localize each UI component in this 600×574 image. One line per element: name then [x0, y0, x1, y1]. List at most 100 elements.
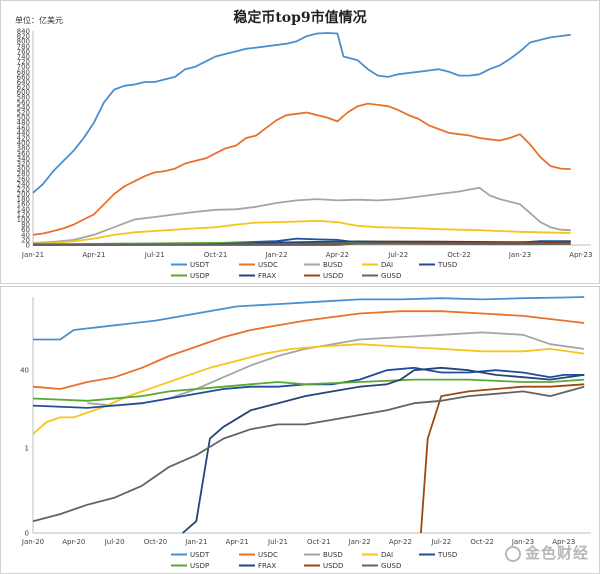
- y-tick-label: 160: [17, 201, 30, 209]
- y-tick-label: 0: [26, 242, 30, 250]
- series-line-usdt: [33, 296, 585, 341]
- y-tick-label: 780: [17, 43, 30, 51]
- y-tick-label: 420: [17, 135, 30, 143]
- x-tick-label: Jan-21: [184, 538, 207, 546]
- series-line-usdt: [32, 32, 571, 194]
- y-tick-label: 500: [17, 114, 30, 122]
- y-tick-label: 200: [17, 191, 30, 199]
- y-tick-label: 820: [17, 33, 30, 41]
- y-tick-label: 120: [17, 211, 30, 219]
- x-tick-label: Apr-20: [62, 538, 85, 546]
- series-line-usdp: [32, 378, 585, 402]
- legend-label-usdp: USDP: [190, 562, 209, 570]
- x-tick-label: Apr-23: [569, 251, 592, 259]
- x-tick-label: Apr-22: [326, 251, 349, 259]
- top-chart-panel: 稳定币top9市值情况 单位：亿美元 0 20 40 60 80 100 120 140 160…: [0, 0, 600, 284]
- x-tick-label: Oct-21: [307, 538, 331, 546]
- y-tick-label: 1: [25, 445, 29, 453]
- y-tick-label: 480: [17, 119, 30, 127]
- y-tick-label: 400: [17, 140, 30, 148]
- legend-label-usdt: USDT: [190, 551, 210, 559]
- y-tick-label: 380: [17, 145, 30, 153]
- x-tick-label: Apr-23: [552, 538, 575, 546]
- x-tick-label: Apr-21: [82, 251, 105, 259]
- series-line-busd: [87, 331, 585, 407]
- y-tick-label: 140: [17, 206, 30, 214]
- series-line-usdc: [32, 310, 585, 390]
- y-tick-label: 300: [17, 165, 30, 173]
- watermark-text: 金色财经: [524, 544, 589, 562]
- y-tick-label: 640: [17, 78, 30, 86]
- y-tick-label: 260: [17, 175, 30, 183]
- legend-label-dai: DAI: [381, 261, 393, 269]
- x-tick-label: Apr-22: [389, 538, 412, 546]
- legend-label-usdp: USDP: [190, 272, 209, 280]
- y-tick-label: 460: [17, 124, 30, 132]
- y-tick-label: 240: [17, 180, 30, 188]
- x-tick-label: Jan-22: [264, 251, 287, 259]
- legend-label-gusd: GUSD: [381, 272, 401, 280]
- x-tick-label: Apr-21: [226, 538, 249, 546]
- series-line-gusd: [32, 242, 571, 246]
- y-tick-label: 620: [17, 84, 30, 92]
- y-tick-label: 740: [17, 53, 30, 61]
- y-tick-label: 60: [21, 226, 30, 234]
- y-tick-label: 40: [20, 367, 29, 375]
- y-tick-label: 340: [17, 155, 30, 163]
- x-tick-label: Jan-21: [21, 251, 44, 259]
- y-tick-label: 280: [17, 170, 30, 178]
- y-tick-label: 20: [21, 236, 30, 244]
- y-tick-label: 680: [17, 68, 30, 76]
- x-tick-label: Jul-20: [104, 538, 125, 546]
- y-tick-label: 320: [17, 160, 30, 168]
- legend-label-tusd: TUSD: [437, 551, 457, 559]
- legend-label-gusd: GUSD: [381, 562, 401, 570]
- x-tick-label: Jul-22: [430, 538, 451, 546]
- legend-label-usdc: USDC: [258, 261, 278, 269]
- legend-label-frax: FRAX: [258, 562, 276, 570]
- legend-label-frax: FRAX: [258, 272, 276, 280]
- top-line-chart: 0204060801001201401601802002202402602803…: [17, 28, 593, 281]
- y-tick-label: 220: [17, 185, 30, 193]
- x-tick-label: Jul-21: [267, 538, 288, 546]
- series-line-gusd: [32, 385, 585, 523]
- chart-title: 稳定币top9市值情况: [233, 10, 367, 26]
- y-tick-label: 560: [17, 99, 30, 107]
- legend-label-tusd: TUSD: [437, 261, 457, 269]
- x-tick-label: Jan-22: [348, 538, 371, 546]
- y-tick-label: 600: [17, 89, 30, 97]
- y-tick-label: 720: [17, 58, 30, 66]
- series-line-usdd: [420, 383, 585, 534]
- x-tick-label: Jan-23: [511, 538, 534, 546]
- y-tick-label: 580: [17, 94, 30, 102]
- bottom-log-line-chart: 0 1 40 Jan-20 Apr-20 Jul-20 Oct-20 Jan-21 Apr-21…: [20, 296, 591, 570]
- x-tick-label: Jul-21: [144, 251, 165, 259]
- x-tick-label: Jul-22: [387, 251, 408, 259]
- legend-label-busd: BUSD: [323, 261, 343, 269]
- y-tick-label: 540: [17, 104, 30, 112]
- x-tick-label: Oct-20: [144, 538, 168, 546]
- y-tick-label: 700: [17, 63, 30, 71]
- y-tick-label: 360: [17, 150, 30, 158]
- series-line-dai: [32, 343, 585, 435]
- y-tick-label: 840: [17, 28, 30, 36]
- legend-label-usdc: USDC: [258, 551, 278, 559]
- legend-label-usdd: USDD: [323, 272, 343, 280]
- x-tick-label: Oct-21: [204, 251, 228, 259]
- y-tick-label: 440: [17, 129, 30, 137]
- series-line-dai: [32, 219, 571, 245]
- watermark: 金色财经: [504, 542, 589, 563]
- x-tick-label: Oct-22: [470, 538, 494, 546]
- x-tick-label: Oct-22: [447, 251, 471, 259]
- y-tick-label: 0: [25, 530, 29, 538]
- y-tick-label: 180: [17, 196, 30, 204]
- x-tick-label: Jan-23: [508, 251, 531, 259]
- y-tick-label: 800: [17, 38, 30, 46]
- y-tick-label: 80: [21, 221, 30, 229]
- bottom-chart-panel: 0 1 40 Jan-20 Apr-20 Jul-20 Oct-20 Jan-21 Apr-21…: [0, 286, 600, 574]
- chart-unit-label: 单位：亿美元: [15, 16, 63, 25]
- legend-label-usdt: USDT: [190, 261, 210, 269]
- series-line-busd: [32, 186, 571, 244]
- y-tick-label: 520: [17, 109, 30, 117]
- x-tick-label: Jan-20: [21, 538, 44, 546]
